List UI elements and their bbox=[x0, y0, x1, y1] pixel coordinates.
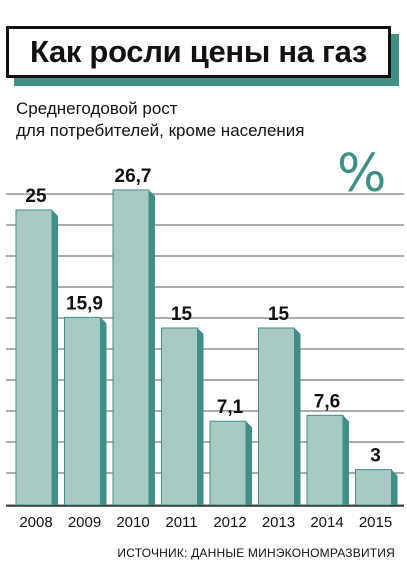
x-tick-label: 2015 bbox=[359, 514, 392, 531]
bar-value-label: 7,1 bbox=[217, 397, 244, 418]
bar bbox=[15, 209, 53, 506]
subtitle-line-2: для потребителей, кроме населения bbox=[16, 121, 305, 140]
bar-side bbox=[149, 189, 155, 505]
bar bbox=[258, 327, 295, 506]
bar-value-label: 25 bbox=[25, 186, 47, 207]
bar-side bbox=[294, 328, 301, 505]
x-tick-label: 2009 bbox=[68, 514, 101, 531]
bar bbox=[64, 316, 101, 506]
bar-value-label: 7,6 bbox=[314, 391, 340, 412]
bar-value-label: 15 bbox=[268, 304, 290, 325]
bar-side bbox=[52, 210, 58, 505]
bar-value-label: 3 bbox=[370, 446, 381, 467]
percent-unit-symbol: % bbox=[337, 144, 387, 204]
x-tick-label: 2014 bbox=[310, 514, 343, 531]
bar bbox=[306, 414, 344, 506]
bar bbox=[209, 420, 247, 506]
title-box: Как росли цены на газ bbox=[6, 26, 391, 78]
x-tick-label: 2013 bbox=[262, 514, 295, 531]
bar bbox=[355, 469, 392, 506]
bar bbox=[112, 189, 150, 506]
chart-title: Как росли цены на газ bbox=[29, 34, 368, 69]
bar-side bbox=[343, 415, 349, 505]
bar-side bbox=[197, 328, 204, 505]
bar-value-label: 15,9 bbox=[66, 293, 103, 314]
x-tick-label: 2012 bbox=[213, 514, 246, 531]
chart-subtitle: Среднегодовой рост для потребителей, кро… bbox=[16, 98, 396, 142]
bar-value-label: 15 bbox=[171, 304, 193, 325]
bar-side bbox=[100, 317, 107, 505]
x-tick-label: 2008 bbox=[19, 514, 52, 531]
bar bbox=[161, 327, 198, 506]
subtitle-line-1: Среднегодовой рост bbox=[16, 99, 178, 118]
bar-side bbox=[391, 469, 398, 505]
x-tick-label: 2011 bbox=[165, 514, 197, 531]
x-tick-label: 2010 bbox=[116, 514, 149, 531]
source-note: ИСТОЧНИК: ДАННЫЕ МИНЭКОНОМРАЗВИТИЯ bbox=[117, 546, 395, 560]
bar-side bbox=[246, 421, 252, 505]
bar-value-label: 26,7 bbox=[115, 166, 152, 187]
